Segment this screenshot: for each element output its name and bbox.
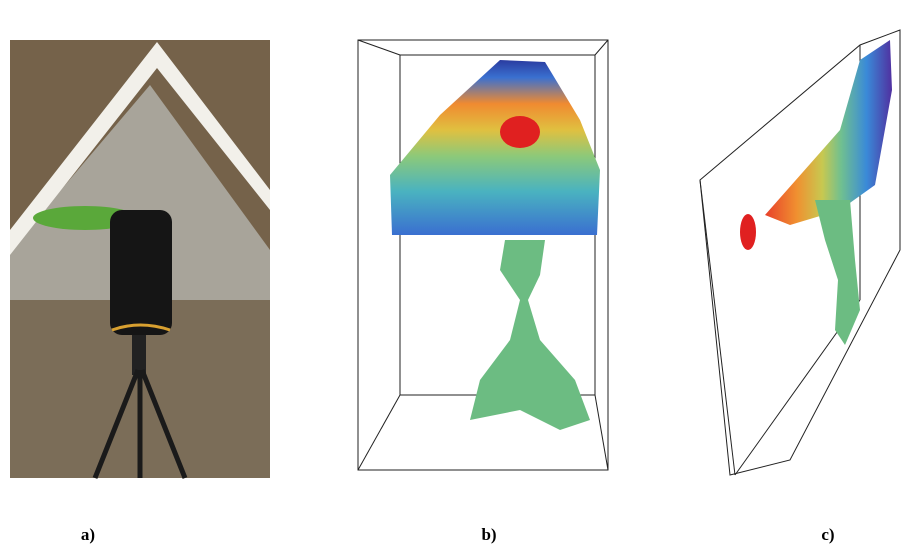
- point-cloud-front: [358, 40, 608, 470]
- photo: [10, 40, 270, 478]
- figure: a) b) c): [0, 0, 907, 548]
- panel-label: a): [81, 525, 95, 544]
- panel-label: b): [481, 525, 496, 544]
- point-cloud-rotated: [700, 30, 900, 475]
- panel-label: c): [821, 525, 834, 544]
